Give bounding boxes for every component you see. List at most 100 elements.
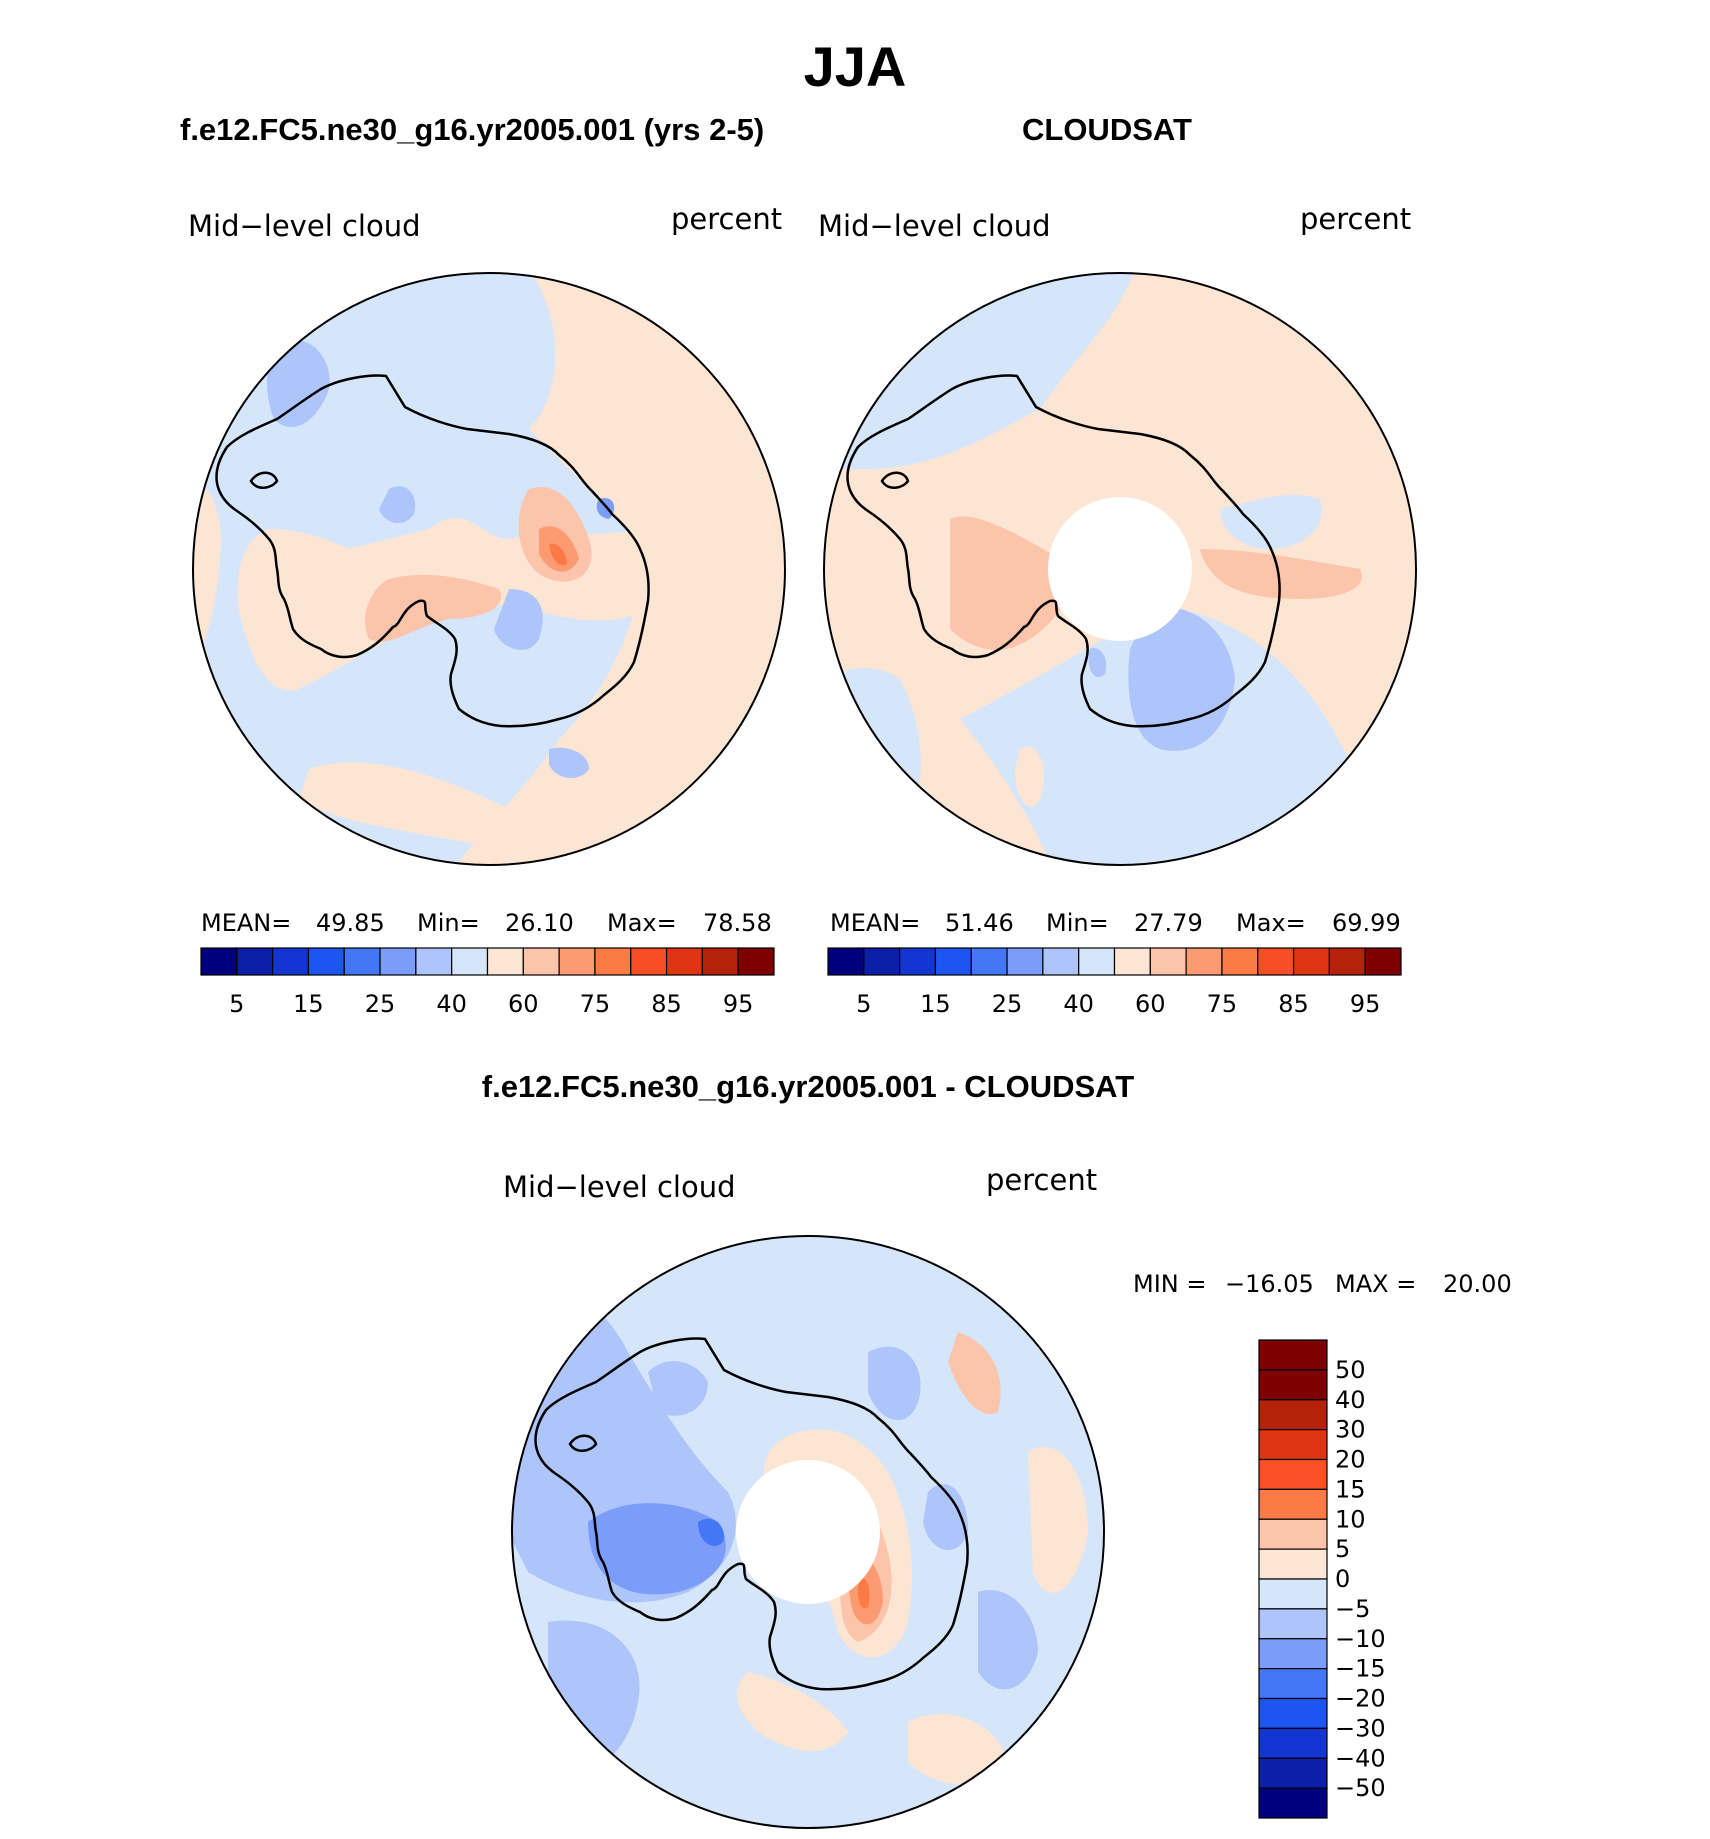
diff-min-label: MIN = xyxy=(1133,1270,1206,1298)
diff-colorbar-box xyxy=(1258,1369,1328,1401)
diff-colorbar-box xyxy=(1258,1488,1328,1520)
diff-colorbar-tick-label: −15 xyxy=(1335,1655,1386,1683)
diff-polar-map xyxy=(511,1235,1105,1829)
model-colorbar-tick-label: 5 xyxy=(229,990,244,1018)
model-variable-label: Mid−level cloud xyxy=(188,209,421,243)
obs-polar-map xyxy=(823,272,1417,866)
model-colorbar-box xyxy=(343,947,381,976)
obs-panel-heading: CLOUDSAT xyxy=(1022,112,1192,147)
obs-mean-value: 51.46 xyxy=(945,909,1014,937)
model-colorbar-box xyxy=(522,947,560,976)
obs-colorbar-box xyxy=(863,947,901,976)
obs-colorbar-box xyxy=(1078,947,1116,976)
obs-colorbar-box xyxy=(899,947,937,976)
model-max-value: 78.58 xyxy=(703,909,772,937)
diff-colorbar-tick-label: 50 xyxy=(1335,1356,1366,1384)
diff-max-label: MAX = xyxy=(1335,1270,1416,1298)
model-colorbar-box xyxy=(701,947,739,976)
model-colorbar-box xyxy=(630,947,668,976)
diff-colorbar-tick-label: 20 xyxy=(1335,1446,1366,1474)
diff-colorbar-box xyxy=(1258,1518,1328,1550)
obs-colorbar-box xyxy=(970,947,1008,976)
diff-colorbar-box xyxy=(1258,1757,1328,1789)
diff-panel-heading: f.e12.FC5.ne30_g16.yr2005.001 - CLOUDSAT xyxy=(482,1069,1135,1104)
model-colorbar-box xyxy=(415,947,453,976)
obs-mean-label: MEAN= xyxy=(830,909,920,937)
diff-colorbar-box xyxy=(1258,1668,1328,1700)
diff-units-label: percent xyxy=(986,1163,1097,1197)
obs-colorbar-tick-label: 60 xyxy=(1135,990,1166,1018)
diff-colorbar-box xyxy=(1258,1458,1328,1490)
diff-colorbar-box xyxy=(1258,1697,1328,1729)
obs-min-value: 27.79 xyxy=(1134,909,1203,937)
model-colorbar-box xyxy=(236,947,274,976)
obs-colorbar-box xyxy=(1328,947,1366,976)
model-colorbar-tick-label: 75 xyxy=(580,990,611,1018)
diff-colorbar-box xyxy=(1258,1578,1328,1610)
model-colorbar-box xyxy=(307,947,345,976)
obs-colorbar-tick-label: 85 xyxy=(1278,990,1309,1018)
diff-colorbar-box xyxy=(1258,1727,1328,1759)
obs-units-label: percent xyxy=(1300,202,1411,236)
diff-colorbar-tick-label: 0 xyxy=(1335,1565,1350,1593)
model-colorbar-box xyxy=(665,947,703,976)
model-colorbar-box xyxy=(200,947,238,976)
diff-colorbar-box xyxy=(1258,1548,1328,1580)
diff-colorbar-box xyxy=(1258,1638,1328,1670)
diff-colorbar-tick-label: 40 xyxy=(1335,1386,1366,1414)
diff-colorbar-box xyxy=(1258,1429,1328,1461)
diff-colorbar-box xyxy=(1258,1339,1328,1371)
diff-colorbar-tick-label: 10 xyxy=(1335,1505,1366,1533)
diff-colorbar-tick-label: −50 xyxy=(1335,1774,1386,1802)
diff-min-value: −16.05 xyxy=(1225,1270,1314,1298)
obs-colorbar-box xyxy=(1149,947,1187,976)
obs-colorbar-box xyxy=(1185,947,1223,976)
model-colorbar-box xyxy=(486,947,524,976)
obs-colorbar: 5 15 25 40 60 75 85 95 xyxy=(827,947,1402,1018)
model-colorbar-box xyxy=(558,947,596,976)
obs-variable-label: Mid−level cloud xyxy=(818,209,1051,243)
obs-colorbar-tick-label: 5 xyxy=(856,990,871,1018)
model-colorbar-box xyxy=(451,947,489,976)
model-units-label: percent xyxy=(671,202,782,236)
model-min-value: 26.10 xyxy=(505,909,574,937)
model-mean-value: 49.85 xyxy=(316,909,385,937)
model-polar-map xyxy=(192,272,786,866)
figure-title: JJA xyxy=(803,35,907,98)
model-colorbar-tick-label: 15 xyxy=(293,990,324,1018)
diff-variable-label: Mid−level cloud xyxy=(503,1170,736,1204)
model-colorbar-box xyxy=(737,947,775,976)
obs-colorbar-tick-label: 25 xyxy=(992,990,1023,1018)
model-colorbar-box xyxy=(594,947,632,976)
obs-colorbar-box xyxy=(827,947,865,976)
obs-max-label: Max= xyxy=(1236,909,1306,937)
model-colorbar-tick-label: 85 xyxy=(651,990,682,1018)
model-colorbar-tick-label: 25 xyxy=(365,990,396,1018)
diff-colorbar-tick-label: −5 xyxy=(1335,1595,1370,1623)
diff-max-value: 20.00 xyxy=(1443,1270,1512,1298)
model-colorbar-tick-label: 40 xyxy=(436,990,467,1018)
model-panel-heading: f.e12.FC5.ne30_g16.yr2005.001 (yrs 2-5) xyxy=(180,112,764,147)
obs-colorbar-tick-label: 15 xyxy=(920,990,951,1018)
obs-colorbar-box xyxy=(1292,947,1330,976)
diff-colorbar-tick-label: −10 xyxy=(1335,1625,1386,1653)
obs-colorbar-box xyxy=(934,947,972,976)
model-colorbar: 5 15 25 40 60 75 85 95 xyxy=(200,947,775,1018)
diff-colorbar-tick-label: −30 xyxy=(1335,1714,1386,1742)
obs-colorbar-tick-label: 40 xyxy=(1063,990,1094,1018)
model-min-label: Min= xyxy=(417,909,480,937)
obs-min-label: Min= xyxy=(1046,909,1109,937)
obs-colorbar-box xyxy=(1364,947,1402,976)
model-max-label: Max= xyxy=(607,909,677,937)
diff-colorbar-tick-label: 5 xyxy=(1335,1535,1350,1563)
diff-colorbar-tick-label: 30 xyxy=(1335,1416,1366,1444)
diff-colorbar-box xyxy=(1258,1787,1328,1819)
diff-colorbar-tick-label: −20 xyxy=(1335,1685,1386,1713)
obs-colorbar-box xyxy=(1006,947,1044,976)
obs-colorbar-box xyxy=(1257,947,1295,976)
model-colorbar-tick-label: 95 xyxy=(723,990,754,1018)
model-colorbar-tick-label: 60 xyxy=(508,990,539,1018)
obs-colorbar-tick-label: 95 xyxy=(1350,990,1381,1018)
